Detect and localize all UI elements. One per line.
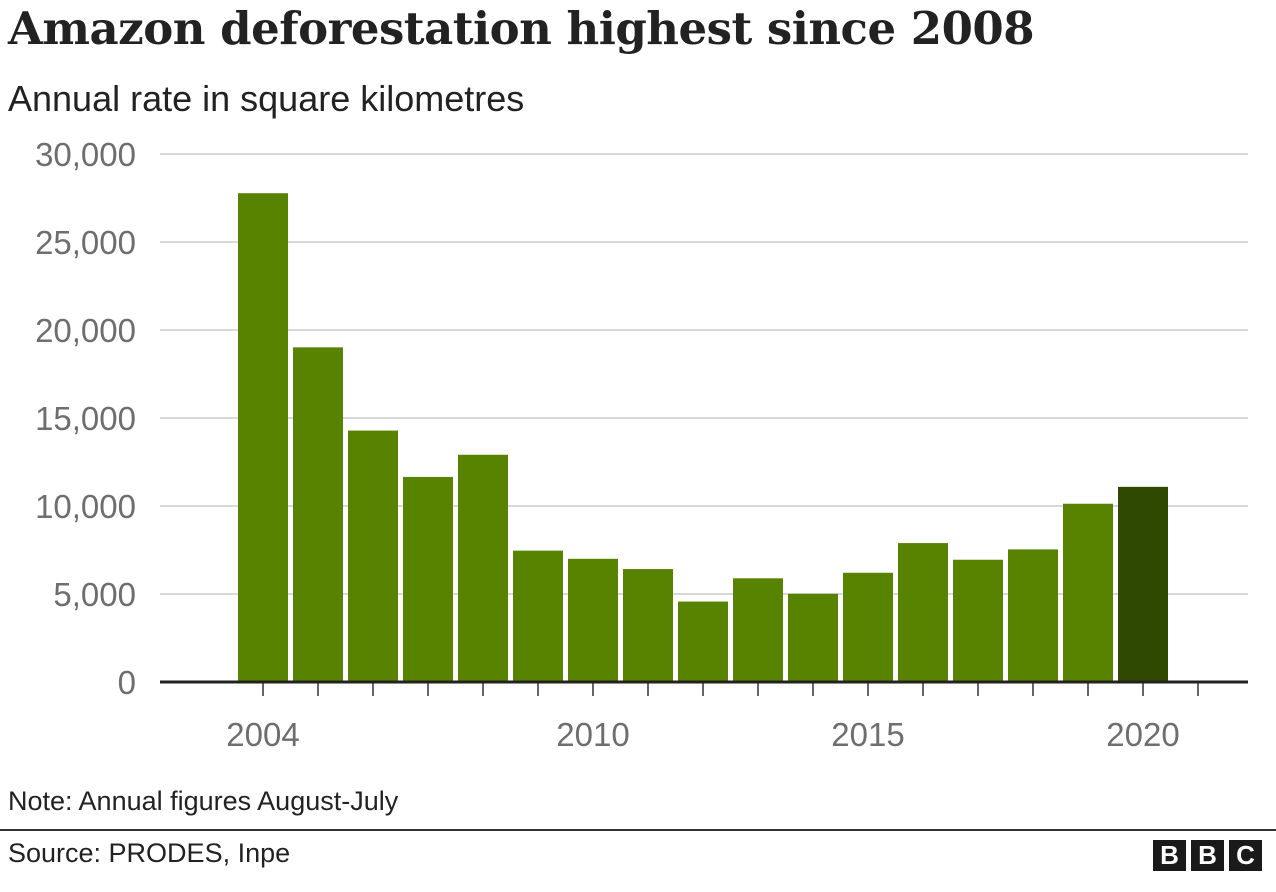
y-tick-label: 5,000 — [53, 576, 136, 613]
y-tick-label: 0 — [118, 664, 136, 701]
bar-2008 — [458, 454, 508, 682]
bar-2013 — [733, 578, 783, 682]
bar-2015 — [843, 572, 893, 682]
chart-subtitle: Annual rate in square kilometres — [8, 78, 525, 119]
logo-letter: C — [1229, 840, 1262, 871]
logo-letter: B — [1153, 840, 1186, 871]
x-tick-label: 2010 — [556, 716, 629, 753]
x-tick-label: 2015 — [831, 716, 904, 753]
x-tick-label: 2004 — [226, 716, 299, 753]
y-tick-label: 30,000 — [35, 136, 136, 173]
y-tick-label: 20,000 — [35, 312, 136, 349]
bar-2010 — [568, 558, 618, 682]
chart-title: Amazon deforestation highest since 2008 — [8, 2, 1035, 55]
bar-2009 — [513, 550, 563, 682]
bar-2007 — [403, 476, 453, 682]
bbc-logo: B B C — [1153, 840, 1262, 871]
chart-note: Note: Annual figures August-July — [8, 786, 399, 816]
bar-2019 — [1063, 503, 1113, 682]
logo-letter: B — [1191, 840, 1224, 871]
bar-2014 — [788, 593, 838, 682]
bar-2016 — [898, 543, 948, 682]
x-tick-label: 2020 — [1106, 716, 1179, 753]
y-tick-label: 15,000 — [35, 400, 136, 437]
bar-2011 — [623, 569, 673, 682]
y-tick-label: 25,000 — [35, 224, 136, 261]
chart-source: Source: PRODES, Inpe — [8, 838, 291, 868]
divider — [0, 829, 1276, 831]
bar-2006 — [348, 430, 398, 682]
bar-2020 — [1118, 486, 1168, 682]
bar-2005 — [293, 347, 343, 682]
bar-2012 — [678, 601, 728, 682]
bar-2004 — [238, 193, 288, 682]
bar-2018 — [1008, 549, 1058, 682]
bar-2017 — [953, 559, 1003, 682]
y-tick-label: 10,000 — [35, 488, 136, 525]
